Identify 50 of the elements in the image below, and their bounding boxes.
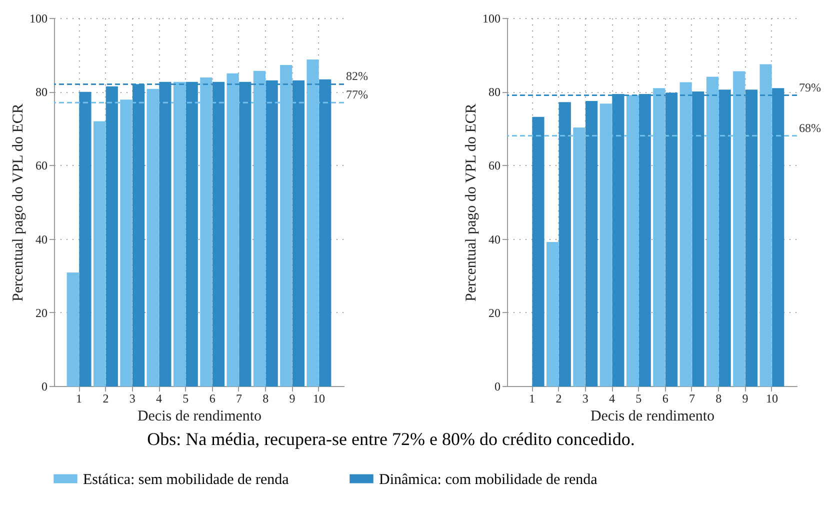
x-tick-label: 1 (76, 392, 82, 406)
bar (558, 102, 571, 386)
x-tick-label: 5 (636, 392, 642, 406)
y-tick-label: 80 (488, 85, 500, 100)
x-tick-label: 6 (662, 392, 668, 406)
x-tick-label: 2 (556, 392, 562, 406)
bar (93, 121, 106, 386)
y-axis-title: Percentual pago do VPL do ECR (464, 104, 480, 302)
y-tick-label: 0 (42, 380, 48, 394)
x-tick-label: 9 (742, 392, 748, 406)
text: Obs: Na média, recupera-se entre 72% e 80% do crédito concedido. (147, 429, 635, 449)
x-tick-label: 10 (766, 392, 778, 406)
y-tick-label: 80 (36, 85, 48, 100)
x-axis-title: Decis de rendimento (590, 408, 715, 424)
x-tick-label: 7 (688, 392, 695, 406)
y-tick-label: 60 (36, 158, 48, 173)
bar (546, 242, 559, 386)
x-tick-label: 6 (209, 392, 216, 406)
x-axis-title: Decis de rendimento (137, 408, 262, 424)
bar (79, 92, 92, 386)
bar (532, 116, 544, 386)
y-tick-label: 100 (30, 12, 48, 26)
x-tick-label: 3 (582, 392, 588, 406)
y-tick-label: 40 (36, 232, 48, 246)
y-tick-label: 0 (494, 380, 500, 394)
x-tick-label: 8 (262, 392, 269, 406)
y-tick-label: 20 (36, 306, 48, 320)
x-tick-label: 5 (182, 392, 189, 406)
y-tick-label: 60 (488, 158, 500, 173)
ref-line-label: 77% (346, 88, 368, 102)
bar (585, 101, 598, 386)
x-tick-label: 10 (312, 392, 325, 406)
ref-line-label: 79% (799, 80, 821, 94)
bar (66, 272, 79, 386)
y-tick-label: 20 (488, 306, 500, 320)
x-tick-label: 8 (716, 392, 722, 406)
y-tick-label: 100 (482, 12, 500, 26)
x-tick-label: 3 (129, 392, 136, 406)
x-tick-label: 1 (529, 392, 536, 406)
x-tick-label: 9 (289, 392, 296, 406)
x-tick-label: 2 (102, 392, 109, 406)
y-axis-title: Percentual pago do VPL do ECR (10, 104, 26, 302)
ref-line-label: 82% (346, 69, 368, 84)
x-tick-label: 7 (236, 392, 242, 406)
ref-line-label: 68% (799, 120, 821, 135)
legend-label: Estática: sem mobilidade de renda (83, 472, 290, 488)
y-tick-label: 40 (488, 232, 500, 246)
x-tick-label: 4 (156, 392, 162, 406)
legend-label: Dinâmica: com mobilidade de renda (379, 472, 598, 488)
x-tick-label: 4 (609, 392, 616, 406)
